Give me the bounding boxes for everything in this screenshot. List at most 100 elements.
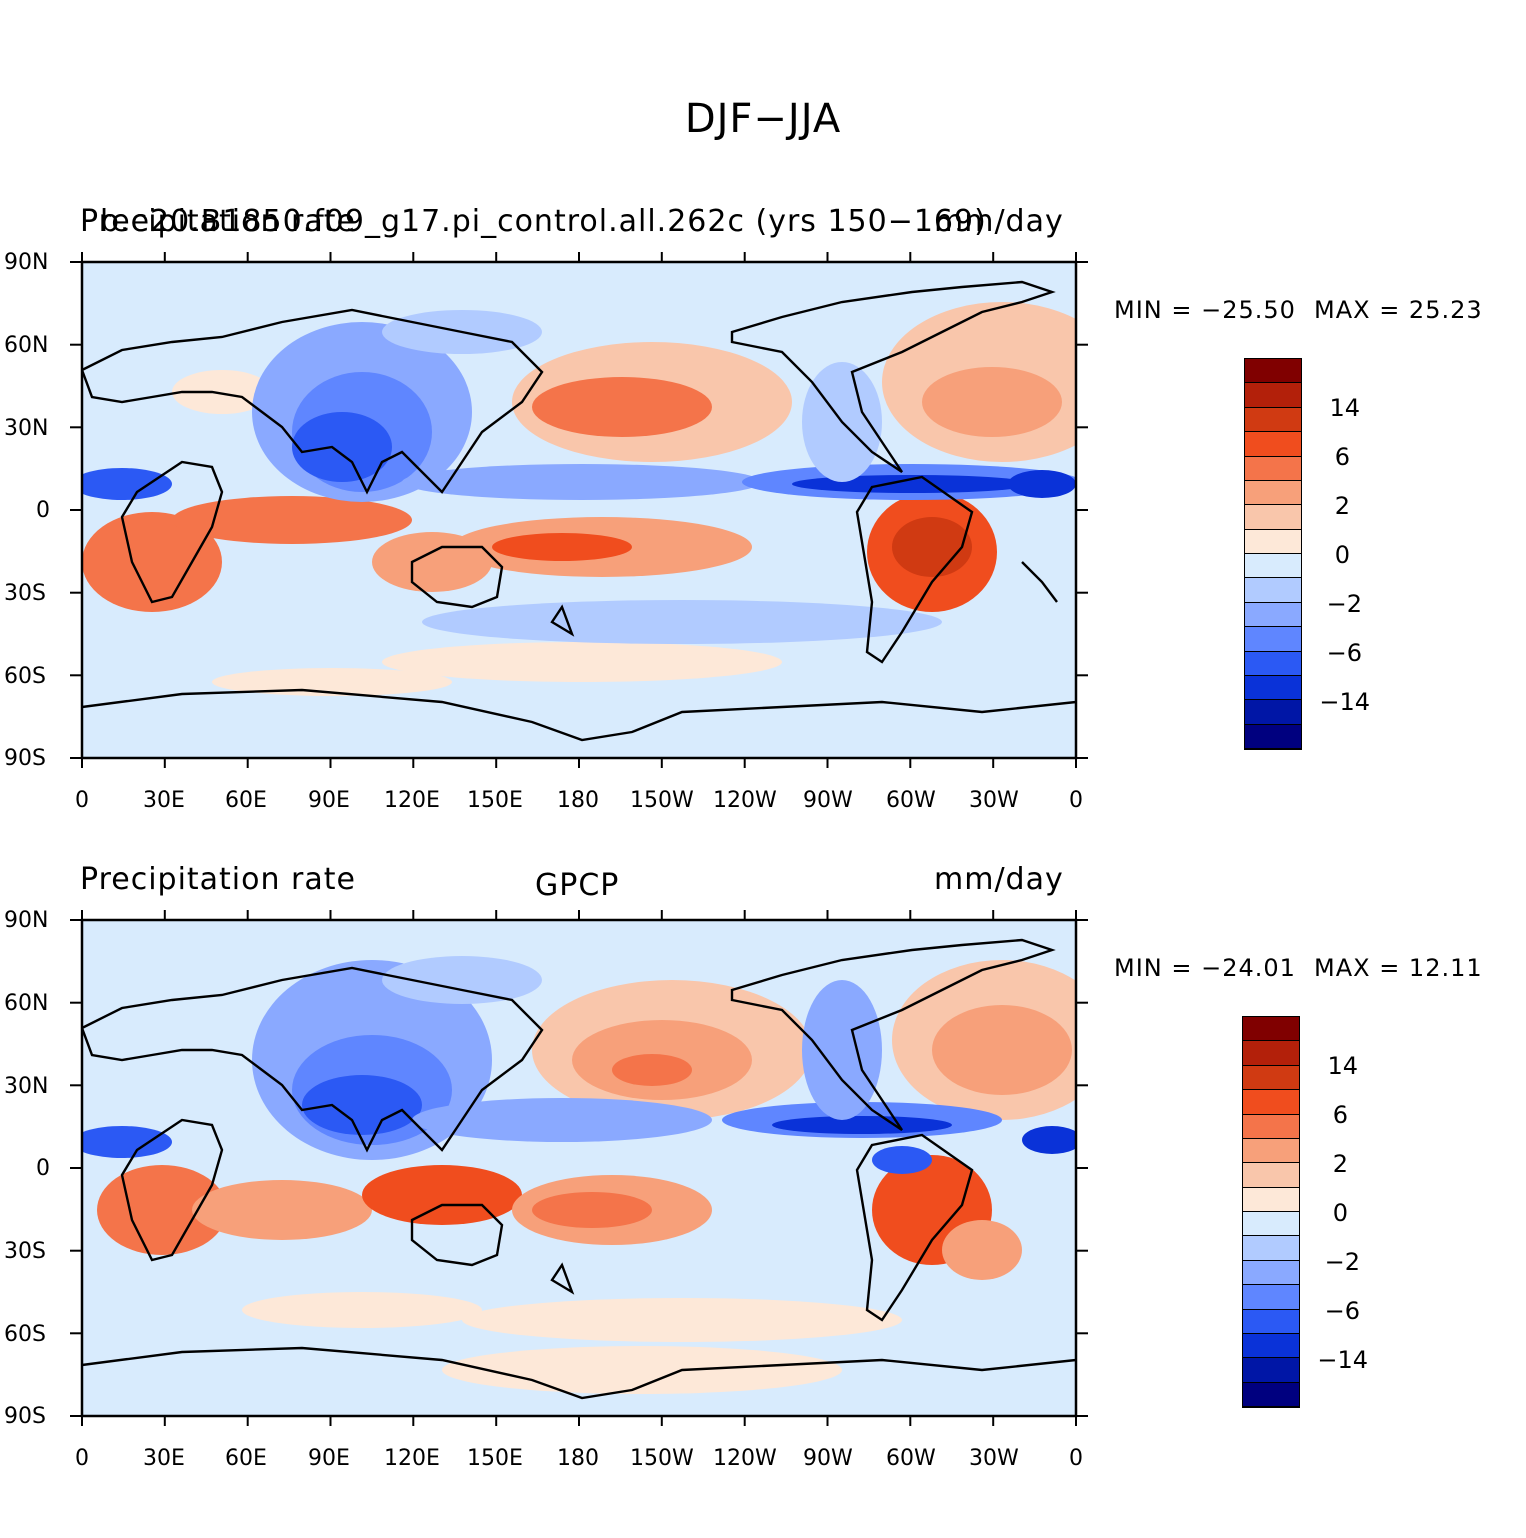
lon-label: 150E	[467, 788, 523, 813]
lon-label: 30W	[969, 788, 1019, 813]
lat-label: 60S	[4, 664, 46, 689]
lon-label: 120W	[713, 1446, 777, 1471]
colorbar-segment	[1245, 724, 1301, 749]
colorbar-segment	[1243, 1212, 1299, 1237]
lat-label: 30N	[4, 1074, 49, 1099]
lat-label: 90S	[4, 1404, 46, 1429]
lon-label: 150W	[630, 788, 694, 813]
panel2-right-title: mm/day	[934, 862, 1064, 897]
colorbar-label: −14	[1317, 1346, 1368, 1374]
lat-label: 60N	[4, 991, 49, 1016]
panel1-frame	[70, 252, 1088, 768]
panel1-min-label: MIN = −25.50	[1114, 296, 1296, 324]
lon-label: 150W	[630, 1446, 694, 1471]
colorbar-segment	[1245, 383, 1301, 408]
panel1-colorbar	[1244, 358, 1302, 750]
colorbar-label: −2	[1326, 590, 1362, 618]
coastlines	[82, 938, 1076, 1400]
colorbar-segment	[1243, 1309, 1299, 1334]
lat-label: 30S	[4, 581, 46, 606]
negative-anomalies	[82, 310, 1076, 644]
lat-label: 0	[36, 498, 50, 523]
lon-label: 90E	[308, 788, 350, 813]
lon-label: 60W	[886, 788, 936, 813]
colorbar-segment	[1243, 1090, 1299, 1115]
panel2-left-title: Precipitation rate	[80, 862, 356, 897]
positive-anomalies	[82, 302, 1076, 696]
lon-label: 180	[557, 1446, 599, 1471]
colorbar-label: 2	[1332, 1150, 1348, 1178]
lat-label: 90N	[4, 908, 49, 933]
panel1-map	[82, 262, 1076, 758]
colorbar-segment	[1245, 359, 1301, 384]
lon-label: 0	[1069, 1446, 1083, 1471]
panel1-right-title: mm/day	[934, 204, 1064, 239]
colorbar-label: 0	[1334, 541, 1350, 569]
colorbar-segment	[1243, 1382, 1299, 1407]
colorbar-segment	[1243, 1163, 1299, 1188]
colorbar-segment	[1245, 529, 1301, 554]
colorbar-segment	[1245, 578, 1301, 603]
lon-label: 60E	[225, 1446, 267, 1471]
lon-label: 90E	[308, 1446, 350, 1471]
colorbar-segment	[1243, 1041, 1299, 1066]
colorbar-segment	[1245, 432, 1301, 457]
panel1-ticks	[70, 252, 1088, 768]
lon-label: 120E	[384, 1446, 440, 1471]
lon-label: 120E	[384, 788, 440, 813]
colorbar-label: 2	[1334, 492, 1350, 520]
colorbar-segment	[1243, 1017, 1299, 1042]
colorbar-segment	[1243, 1358, 1299, 1383]
panel2-min-label: MIN = −24.01	[1114, 954, 1296, 982]
lon-label: 30E	[143, 788, 185, 813]
lon-label: 60E	[225, 788, 267, 813]
lat-label: 0	[36, 1156, 50, 1181]
lon-label: 30E	[143, 1446, 185, 1471]
colorbar-label: 6	[1334, 443, 1350, 471]
colorbar-segment	[1243, 1187, 1299, 1212]
colorbar-label: −6	[1326, 639, 1362, 667]
colorbar-segment	[1245, 675, 1301, 701]
colorbar-segment	[1245, 456, 1301, 481]
panel1-max-label: MAX = 25.23	[1314, 296, 1483, 324]
lat-label: 60S	[4, 1322, 46, 1347]
colorbar-segment	[1245, 554, 1301, 579]
colorbar-segment	[1245, 627, 1301, 652]
panel2-frame	[70, 910, 1088, 1426]
lon-label: 120W	[713, 788, 777, 813]
negative-anomalies	[82, 956, 1076, 1174]
colorbar-label: 0	[1332, 1199, 1348, 1227]
lat-label: 90S	[4, 746, 46, 771]
lon-label: 150E	[467, 1446, 523, 1471]
colorbar-segment	[1243, 1065, 1299, 1091]
lon-label: 180	[557, 788, 599, 813]
colorbar-segment	[1245, 651, 1301, 676]
lat-label: 60N	[4, 333, 49, 358]
panel2-ticks	[70, 910, 1088, 1426]
panel1-left-title: Precipitation rate	[80, 204, 356, 239]
panel2-map	[82, 920, 1076, 1416]
colorbar-segment	[1243, 1260, 1299, 1286]
colorbar-label: 6	[1332, 1101, 1348, 1129]
lon-label: 0	[1069, 788, 1083, 813]
lon-label: 30W	[969, 1446, 1019, 1471]
colorbar-segment	[1243, 1138, 1299, 1164]
main-title: DJF−JJA	[684, 96, 842, 142]
colorbar-segment	[1243, 1114, 1299, 1139]
colorbar-segment	[1243, 1285, 1299, 1310]
lat-label: 90N	[4, 250, 49, 275]
colorbar-label: −14	[1319, 688, 1370, 716]
colorbar-label: −2	[1324, 1248, 1360, 1276]
lat-label: 30S	[4, 1239, 46, 1264]
colorbar-segment	[1245, 602, 1301, 628]
colorbar-label: 14	[1327, 1052, 1358, 1080]
colorbar-segment	[1245, 480, 1301, 506]
panel2-colorbar	[1242, 1016, 1300, 1408]
lon-label: 90W	[803, 788, 853, 813]
panel2-max-label: MAX = 12.11	[1314, 954, 1483, 982]
colorbar-label: 14	[1329, 394, 1360, 422]
colorbar-segment	[1245, 700, 1301, 725]
lon-label: 0	[75, 1446, 89, 1471]
colorbar-segment	[1245, 505, 1301, 530]
colorbar-segment	[1245, 407, 1301, 433]
